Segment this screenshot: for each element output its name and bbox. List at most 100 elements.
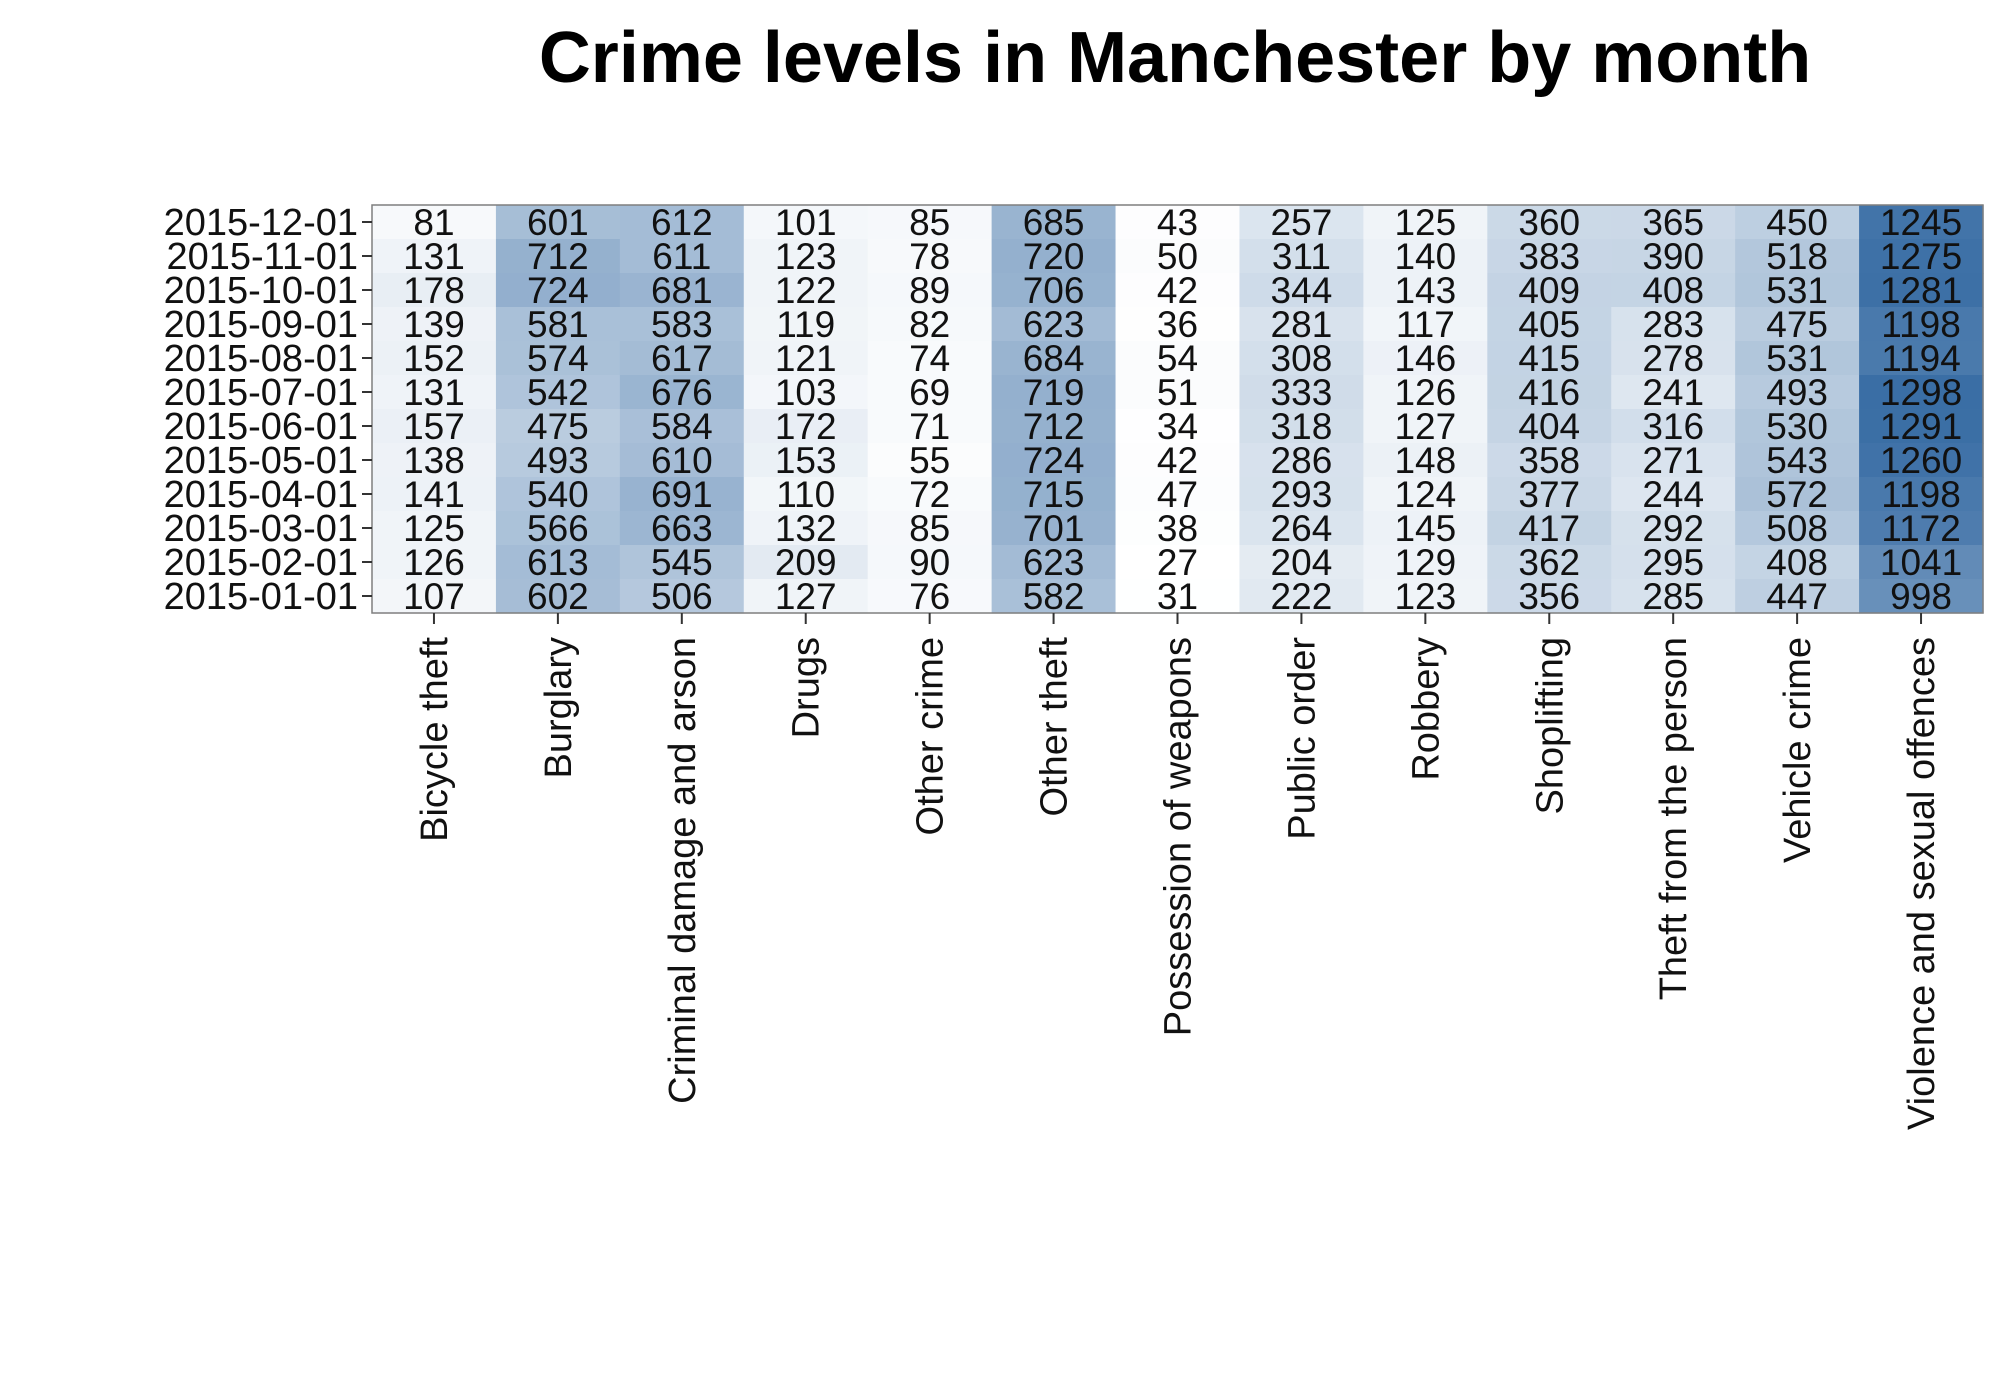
cell-value-label: 172: [775, 406, 837, 447]
heatmap-cell: [495, 409, 621, 444]
heatmap-cell: [1487, 205, 1612, 240]
cell-value-label: 50: [1157, 236, 1198, 277]
cell-value-label: 543: [1766, 440, 1828, 481]
heatmap-cell: [867, 341, 993, 376]
heatmap-cell: [1363, 545, 1488, 580]
heatmap-cell: [1487, 511, 1612, 546]
heatmap-cell: [619, 375, 745, 410]
cell-value-label: 308: [1271, 338, 1333, 379]
x-tick-label: Other crime: [910, 637, 952, 835]
heatmap-cell: [372, 375, 497, 410]
cell-value-label: 318: [1271, 406, 1333, 447]
heatmap-cell: [495, 443, 621, 478]
cell-value-label: 126: [403, 542, 465, 583]
cell-value-label: 152: [403, 338, 465, 379]
cell-value-label: 42: [1157, 440, 1198, 481]
heatmap-cell: [1115, 239, 1241, 274]
heatmap-cell: [1859, 375, 1984, 410]
cell-value-label: 530: [1766, 406, 1828, 447]
cell-value-label: 416: [1518, 372, 1580, 413]
cell-value-label: 417: [1518, 508, 1580, 549]
cell-value-label: 518: [1766, 236, 1828, 277]
cell-value-label: 572: [1766, 474, 1828, 515]
cell-value-label: 89: [909, 270, 950, 311]
cell-value-label: 408: [1642, 270, 1704, 311]
cell-value-label: 1245: [1880, 202, 1962, 243]
heatmap-cell: [1735, 511, 1860, 546]
heatmap-cell: [619, 409, 745, 444]
heatmap-cell: [372, 579, 497, 614]
cell-value-label: 286: [1271, 440, 1333, 481]
cell-value-label: 663: [651, 508, 713, 549]
cell-value-label: 545: [651, 542, 713, 583]
cell-value-label: 257: [1271, 202, 1333, 243]
heatmap-cell: [743, 273, 869, 308]
heatmap-cell: [372, 443, 497, 478]
heatmap-cell: [1363, 205, 1488, 240]
cell-value-label: 602: [527, 576, 589, 617]
cell-value-label: 405: [1518, 304, 1580, 345]
heatmap-cell: [619, 341, 745, 376]
cell-value-label: 685: [1023, 202, 1085, 243]
heatmap-cell: [619, 205, 745, 240]
cell-value-label: 123: [775, 236, 837, 277]
cell-value-label: 390: [1642, 236, 1704, 277]
cell-value-label: 78: [909, 236, 950, 277]
heatmap-cell: [1859, 409, 1984, 444]
cell-value-label: 76: [909, 576, 950, 617]
heatmap-cell: [372, 307, 497, 342]
heatmap-cell: [1115, 443, 1241, 478]
heatmap-cell: [1611, 205, 1736, 240]
heatmap-cell: [991, 239, 1117, 274]
heatmap-cell: [1487, 545, 1612, 580]
heatmap-cell: [1363, 239, 1488, 274]
y-tick-label: 2015-12-01: [164, 202, 358, 244]
cell-value-label: 1198: [1881, 304, 1961, 345]
heatmap-cell: [1735, 477, 1860, 512]
heatmap-cell: [495, 477, 621, 512]
y-tick-label: 2015-03-01: [164, 508, 358, 550]
cell-value-label: 1291: [1880, 406, 1962, 447]
cell-value-label: 542: [527, 372, 589, 413]
cell-value-label: 27: [1157, 542, 1198, 583]
heatmap-cell: [1239, 443, 1364, 478]
heatmap-cell: [743, 545, 869, 580]
heatmap-cell: [495, 375, 621, 410]
heatmap-cell: [1487, 409, 1612, 444]
cell-value-label: 110: [776, 474, 835, 515]
cell-value-label: 506: [651, 576, 713, 617]
heatmap-cell: [1115, 375, 1241, 410]
heatmap-cell: [1611, 477, 1736, 512]
cell-value-label: 74: [909, 338, 950, 379]
heatmap-cell: [867, 477, 993, 512]
cell-value-label: 720: [1023, 236, 1085, 277]
cell-value-label: 581: [527, 304, 589, 345]
heatmap-cell: [1363, 307, 1488, 342]
heatmap-cell: [1239, 239, 1364, 274]
cell-value-label: 72: [909, 474, 950, 515]
cell-value-label: 131: [403, 236, 465, 277]
cell-value-label: 404: [1518, 406, 1580, 447]
heatmap-cell: [991, 545, 1117, 580]
heatmap-cell: [1115, 579, 1241, 614]
heatmap-cell: [1239, 477, 1364, 512]
cell-value-label: 408: [1766, 542, 1828, 583]
cell-value-label: 356: [1518, 576, 1580, 617]
heatmap-cell: [991, 341, 1117, 376]
heatmap-cell: [495, 341, 621, 376]
cell-value-label: 365: [1642, 202, 1704, 243]
cell-value-label: 153: [775, 440, 837, 481]
y-tick-label: 2015-02-01: [164, 542, 358, 584]
heatmap-cell: [743, 511, 869, 546]
heatmap-cell: [619, 511, 745, 546]
cell-value-label: 90: [909, 542, 950, 583]
cell-value-label: 676: [651, 372, 713, 413]
x-tick-label: Drugs: [786, 637, 828, 738]
cell-value-label: 178: [403, 270, 465, 311]
cell-value-label: 333: [1271, 372, 1333, 413]
heatmap-cell: [867, 443, 993, 478]
cell-value-label: 55: [909, 440, 950, 481]
y-tick-label: 2015-05-01: [164, 440, 358, 482]
cell-value-label: 719: [1023, 372, 1085, 413]
